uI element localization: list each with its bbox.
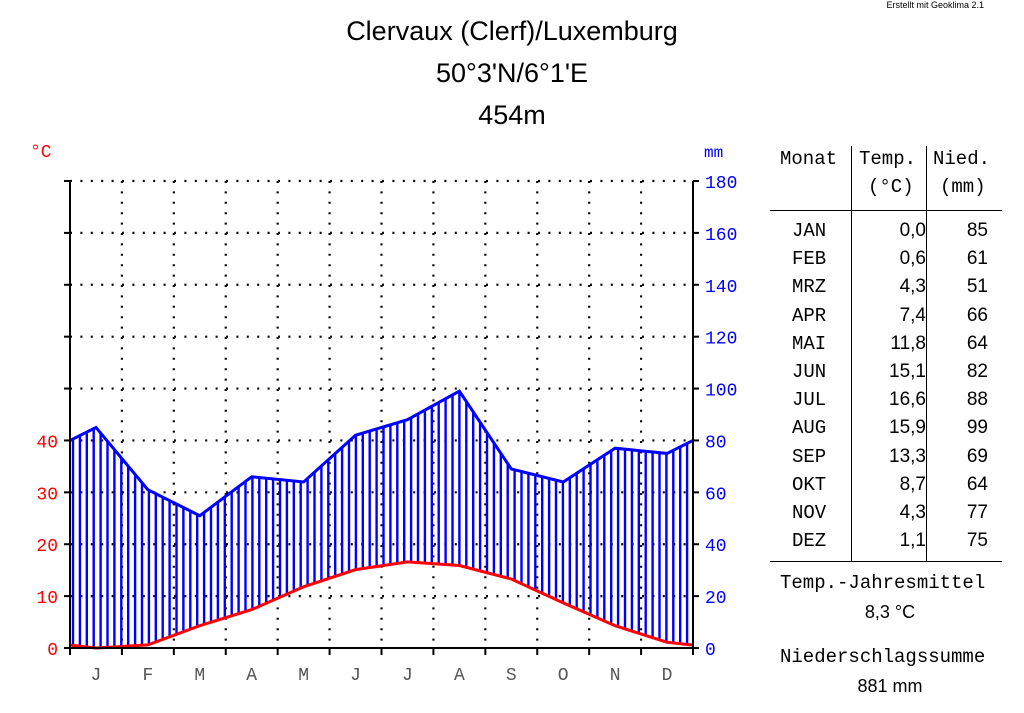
table-row: OKT 8,7 64 [770,474,1024,502]
precip-line [69,389,694,518]
header-precip-unit: (mm) [940,176,986,198]
row-month: DEZ [792,530,827,553]
temp-tick-label: 40 [36,433,58,453]
table-divider [851,146,852,562]
chart-coordinates: 50°3'N/6°1'E [436,58,588,88]
table-row: MAI 11,8 64 [770,333,1024,361]
row-month: JUN [792,361,827,383]
precip-tick-label: 40 [705,537,727,557]
table-header-rule [770,210,1002,211]
precip-unit-label: mm [704,144,723,162]
row-precip: 64 [966,473,988,495]
table-row: JAN 0,0 85 [770,220,1024,248]
month-label: O [558,666,569,686]
month-label: J [350,666,361,686]
row-month: AUG [792,417,827,440]
row-precip: 69 [966,445,988,467]
row-temp: 13,3 [889,445,926,467]
annual-precip-value: 881 mm [857,676,923,696]
row-temp: 8,7 [899,473,926,495]
row-precip: 66 [966,304,988,326]
month-label: D [662,666,673,686]
row-month: NOV [792,502,827,524]
table-row: FEB 0,6 61 [770,248,1024,276]
row-month: MRZ [792,276,827,299]
precip-tick-label: 20 [705,589,727,609]
credit-text: Erstellt mit Geoklima 2.1 [886,0,984,10]
table-row: DEZ 1,1 75 [770,530,1024,558]
row-month: MAI [792,332,827,355]
month-label: A [454,666,465,686]
row-precip: 75 [966,530,988,552]
precip-tick-label: 80 [705,433,727,453]
row-month: OKT [792,473,827,496]
table-row: NOV 4,3 77 [770,502,1024,530]
table-row: MRZ 4,3 51 [770,276,1024,304]
header-month: Monat [780,148,838,170]
temp-unit-label: °C [30,143,52,163]
header-precip: Nied. [933,148,991,170]
precip-tick-label: 100 [705,382,737,402]
table-row: JUL 16,6 88 [770,389,1024,417]
temp-tick-label: 0 [47,641,58,661]
precip-tick-label: 180 [705,174,737,194]
row-precip: 77 [966,502,988,523]
row-temp: 15,1 [889,361,926,382]
row-temp: 4,3 [899,502,926,523]
month-label: M [298,666,309,686]
month-label: A [246,666,257,686]
row-temp: 15,9 [889,417,926,439]
row-temp: 4,3 [899,276,926,298]
row-precip: 85 [966,220,988,241]
temp-tick-label: 10 [36,589,58,609]
temp-tick-label: 30 [36,485,58,505]
annual-mean-value: 8,3 °C [864,602,916,622]
precip-tick-label: 60 [705,485,727,505]
row-month: SEP [792,445,827,468]
month-label: N [610,666,621,686]
row-precip: 64 [966,332,988,354]
table-row: APR 7,4 66 [770,305,1024,333]
temp-line [69,560,694,650]
row-month: FEB [792,248,827,271]
precip-tick-label: 140 [705,278,737,298]
precip-tick-label: 160 [705,226,737,246]
row-temp: 11,8 [890,332,926,354]
row-month: APR [792,304,827,327]
row-temp: 1,1 [899,530,926,552]
precip-tick-label: 120 [705,330,737,350]
table-row: AUG 15,9 99 [770,417,1024,445]
row-month: JAN [792,220,827,242]
month-label: J [91,666,102,686]
row-precip: 88 [966,389,988,411]
month-label: M [194,666,205,686]
chart-elevation: 454m [478,100,546,130]
row-precip: 61 [966,248,988,270]
row-temp: 0,6 [899,248,926,270]
row-temp: 0,0 [899,220,926,241]
chart-title: Clervaux (Clerf)/Luxemburg [346,16,678,46]
table-bottom-rule [770,561,1002,562]
annual-mean-label: Temp.-Jahresmittel [780,572,986,594]
header-temp: Temp. [859,148,917,170]
table-row: SEP 13,3 69 [770,446,1024,474]
row-precip: 82 [966,361,988,382]
header-temp-unit: (°C) [868,176,914,198]
month-label: J [402,666,413,686]
row-month: JUL [792,389,827,412]
row-temp: 16,6 [889,389,926,411]
annual-precip-label: Niederschlagssumme [780,646,986,668]
precip-tick-label: 0 [705,641,716,661]
month-label: S [506,666,517,686]
month-label: F [142,666,153,686]
row-temp: 7,4 [899,304,926,326]
table-row: JUN 15,1 82 [770,361,1024,389]
row-precip: 99 [966,417,988,439]
temp-tick-label: 20 [36,537,58,557]
table-divider [926,146,927,562]
climate-table: Monat Temp. Nied. (°C) (mm) JAN 0,0 85 FEB 0… [770,140,1024,713]
row-precip: 51 [966,276,988,298]
